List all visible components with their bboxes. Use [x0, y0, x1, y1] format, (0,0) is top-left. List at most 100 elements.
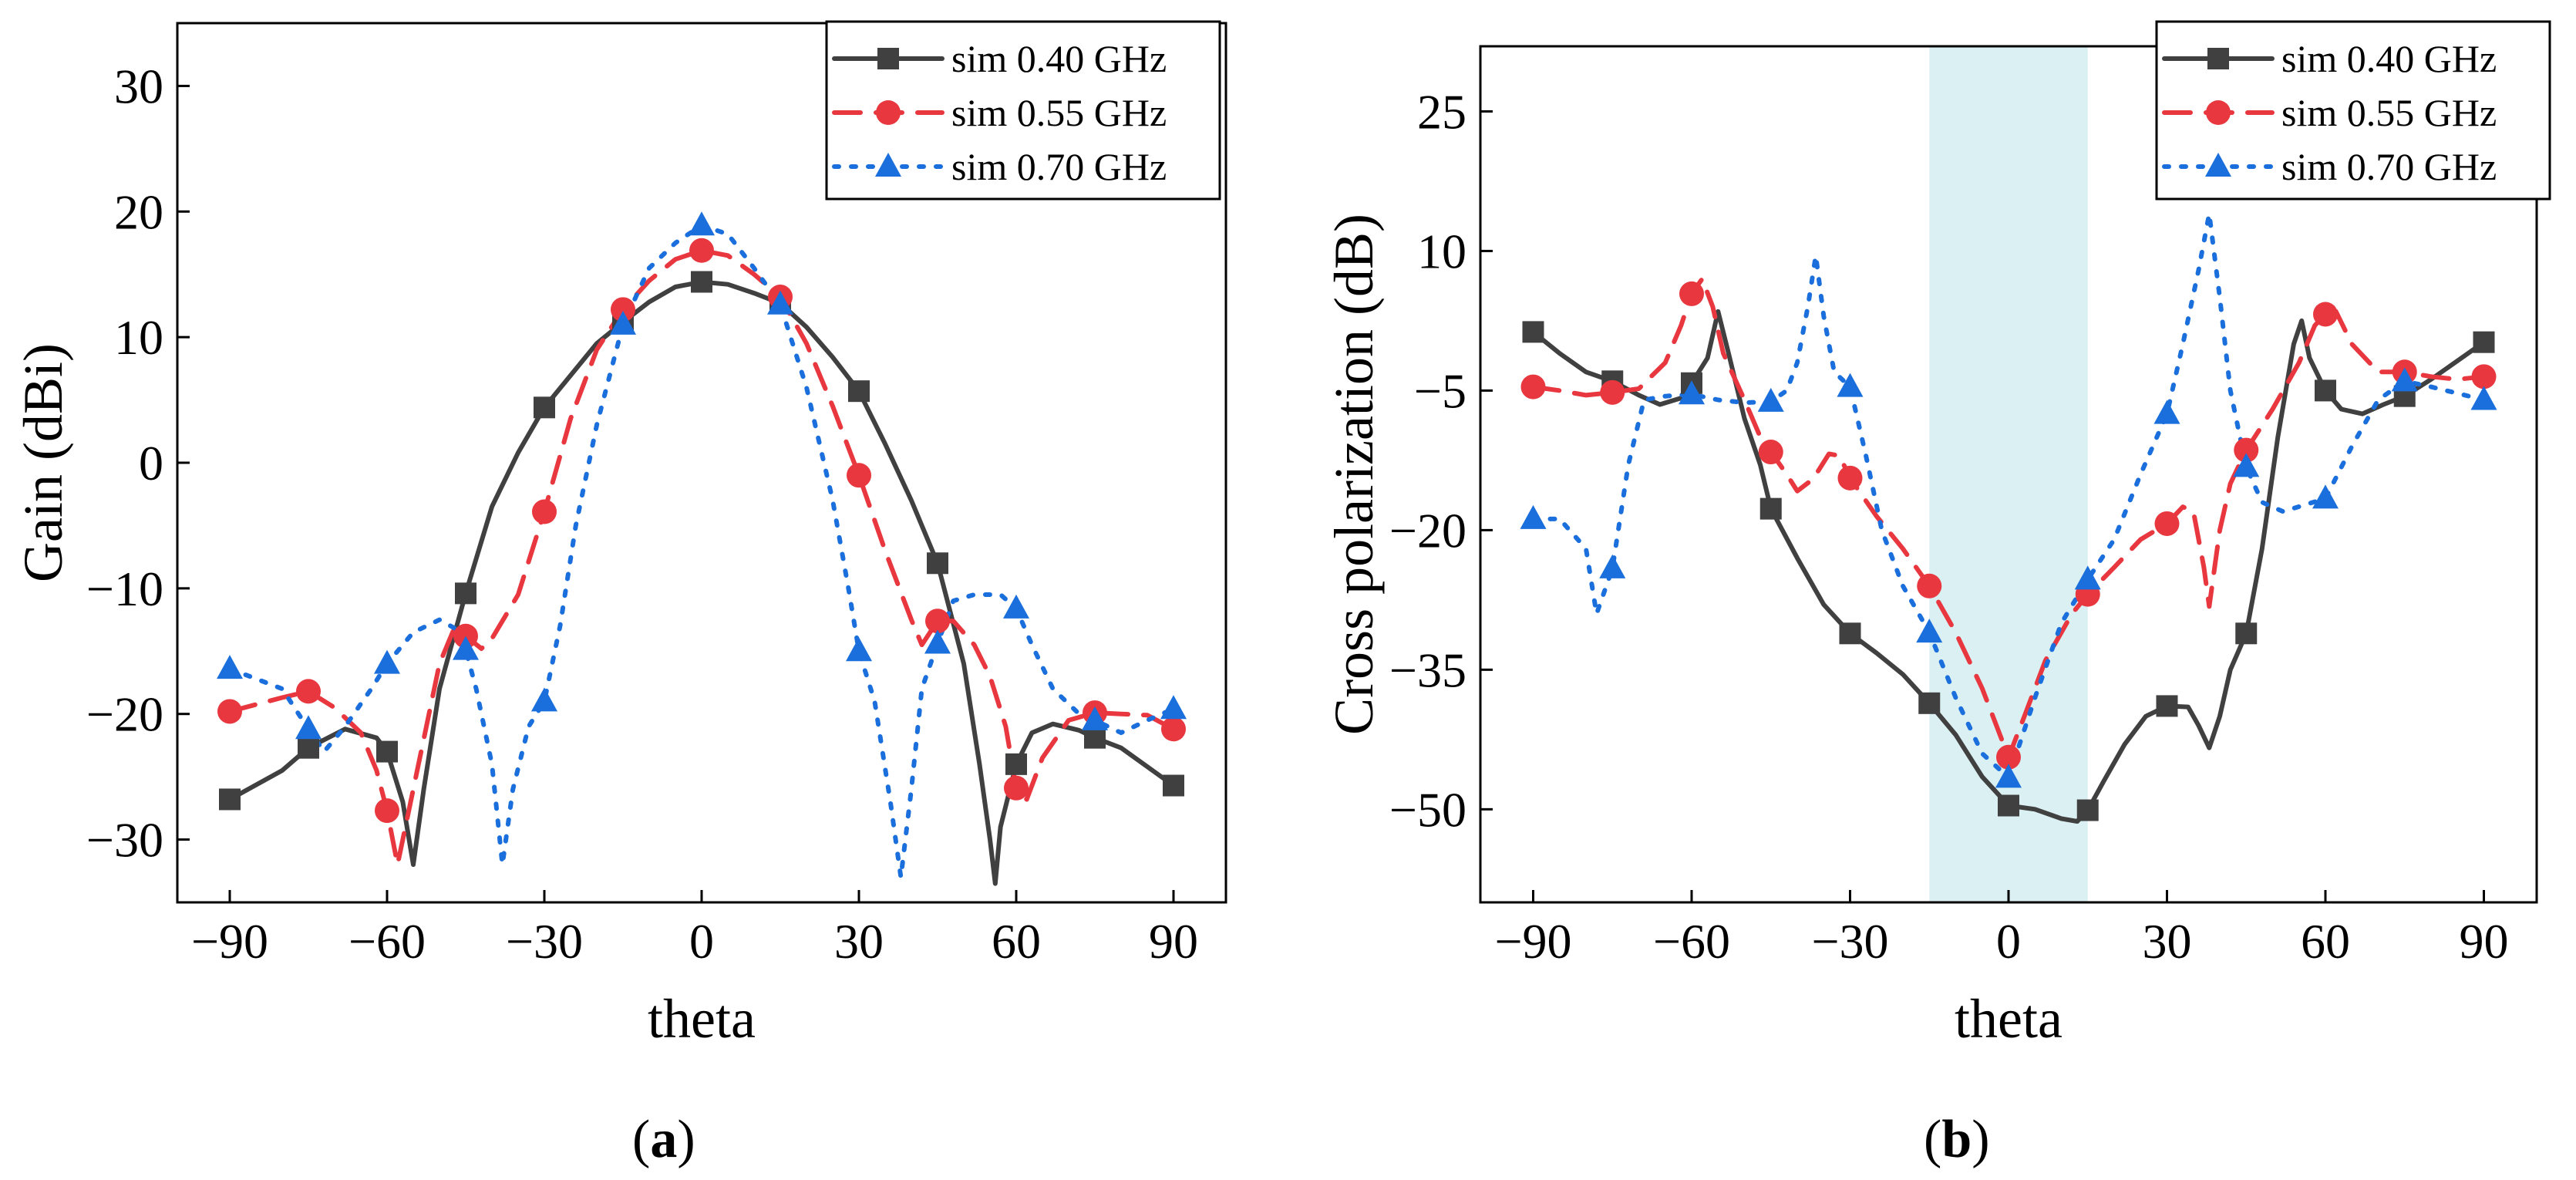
- crosspol-series-2-marker: [1758, 440, 1783, 465]
- gain-y-tick-label: −10: [86, 561, 163, 616]
- gain-series-3-marker: [1003, 594, 1029, 619]
- gain-series-1-marker: [1005, 753, 1027, 775]
- crosspol-series-line-1: [1530, 308, 2487, 824]
- crosspol-x-tick-label: −60: [1653, 914, 1730, 969]
- gain-series-line-1: [227, 279, 1176, 886]
- crosspol-legend-marker-2: [2206, 100, 2231, 125]
- gain-series-2-marker: [375, 798, 399, 824]
- crosspol-series-2-marker: [2471, 364, 2497, 389]
- gain-series-line-3: [227, 223, 1176, 880]
- crosspol-x-tick-label: 30: [2143, 914, 2192, 969]
- crosspol-x-tick-label: 60: [2301, 914, 2350, 969]
- gain-series-3-marker: [610, 310, 636, 335]
- gain-series-2-marker: [689, 238, 714, 263]
- crosspol-series-1-marker: [1839, 622, 1861, 645]
- gain-legend-label-3: sim 0.70 GHz: [951, 145, 1167, 188]
- crosspol-series-3-marker: [2233, 453, 2260, 477]
- crosspol-legend-label-3: sim 0.70 GHz: [2281, 145, 2497, 188]
- crosspol-series-3-marker: [2470, 386, 2497, 410]
- crosspol-series-3-marker: [1757, 387, 1784, 412]
- gain-x-tick-label: 60: [992, 914, 1041, 969]
- crosspol-series-2-marker: [1917, 573, 1942, 598]
- gain-series-1-marker: [219, 788, 241, 811]
- gain-series-2-marker: [925, 609, 950, 634]
- gain-x-tick-label: 30: [834, 914, 884, 969]
- crosspol-series-3-marker: [2074, 565, 2101, 590]
- gain-chart: −90 −60 −30 0 30 60 90 −30 −20 −10 0 10 20 30 theta G…: [12, 20, 1227, 1169]
- crosspol-series-2-marker: [2234, 437, 2259, 463]
- crosspol-markers-group: [1520, 281, 2497, 821]
- gain-x-tick-label: 90: [1149, 914, 1198, 969]
- gain-x-tick-label: 0: [689, 914, 714, 969]
- crosspol-series-2-marker: [1996, 744, 2021, 770]
- gain-markers-group: [217, 211, 1187, 824]
- crosspol-series-1-marker: [2235, 622, 2258, 645]
- gain-y-axis-label: Gain (dBi): [12, 343, 74, 582]
- crosspol-series-3-marker: [1599, 554, 1626, 578]
- gain-legend-marker-2: [876, 100, 901, 125]
- crosspol-series-1-marker: [1918, 692, 1941, 714]
- crosspol-axis-ticks: −90 −60 −30 0 30 60 90 −50 −35 −20 −5 10 25: [1389, 84, 2509, 969]
- crosspol-x-tick-label: 90: [2460, 914, 2509, 969]
- gain-series-3-marker: [453, 636, 479, 660]
- gain-series-group: [227, 223, 1176, 886]
- gain-legend: sim 0.40 GHz sim 0.55 GHz sim 0.70 GHz: [825, 20, 1221, 201]
- gain-y-tick-label: −20: [86, 687, 163, 742]
- gain-series-3-marker: [1160, 695, 1187, 720]
- crosspol-series-2-marker: [1679, 281, 1704, 306]
- panel-label-a: (a): [632, 1110, 695, 1169]
- crosspol-x-tick-label: −90: [1494, 914, 1571, 969]
- crosspol-series-3-marker: [1520, 504, 1547, 529]
- gain-x-tick-label: −60: [349, 914, 426, 969]
- gain-series-1-marker: [298, 737, 319, 759]
- crosspol-series-1-marker: [1998, 794, 2019, 817]
- crosspol-legend-label-2: sim 0.55 GHz: [2281, 91, 2497, 134]
- crosspol-y-tick-label: −35: [1389, 642, 1466, 697]
- gain-series-3-marker: [924, 629, 951, 654]
- crosspol-series-1-marker: [1522, 321, 1544, 343]
- gain-series-1-marker: [691, 271, 712, 293]
- gain-x-tick-label: −30: [506, 914, 583, 969]
- gain-y-tick-label: 0: [139, 436, 163, 491]
- crosspol-series-3-marker: [1995, 764, 2022, 788]
- gain-series-2-marker: [217, 699, 242, 724]
- cross-polarization-chart: −90 −60 −30 0 30 60 90 −50 −35 −20 −5 10 25 theta Cr…: [1323, 20, 2551, 1169]
- crosspol-x-tick-label: −30: [1811, 914, 1888, 969]
- crosspol-series-3-marker: [2153, 400, 2180, 424]
- crosspol-series-3-marker: [1679, 380, 1705, 405]
- gain-series-3-marker: [767, 290, 793, 315]
- crosspol-legend-marker-3: [2205, 153, 2231, 177]
- gain-series-1-marker: [455, 582, 476, 605]
- crosspol-series-1-marker: [1759, 497, 1782, 520]
- crosspol-x-axis-label: theta: [1955, 988, 2062, 1050]
- gain-series-2-marker: [847, 463, 871, 488]
- gain-legend-marker-3: [875, 153, 901, 177]
- gain-series-3-marker: [295, 715, 322, 740]
- gain-series-2-marker: [532, 499, 557, 524]
- gain-series-3-marker: [846, 637, 872, 662]
- gain-legend-marker-1: [877, 48, 899, 69]
- crosspol-series-1-marker: [2156, 695, 2178, 717]
- gain-series-3-marker: [531, 687, 557, 712]
- gain-series-1-marker: [376, 740, 398, 763]
- crosspol-series-1-marker: [2076, 799, 2099, 821]
- crosspol-x-tick-label: 0: [1996, 914, 2021, 969]
- gain-y-tick-label: −30: [86, 813, 163, 868]
- gain-y-tick-label: 20: [114, 184, 163, 239]
- gain-series-3-marker: [689, 211, 715, 236]
- gain-x-axis-label: theta: [648, 988, 756, 1050]
- crosspol-y-tick-label: −50: [1389, 782, 1466, 837]
- crosspol-y-axis-label: Cross polarization (dB): [1323, 214, 1385, 735]
- crosspol-series-3-marker: [2312, 484, 2339, 509]
- gain-series-2-marker: [1161, 716, 1186, 742]
- panel-label-b: (b): [1924, 1110, 1990, 1169]
- crosspol-series-1-marker: [2473, 331, 2495, 353]
- gain-legend-label-2: sim 0.55 GHz: [951, 91, 1167, 134]
- crosspol-series-2-marker: [2313, 302, 2338, 327]
- crosspol-y-tick-label: −5: [1414, 363, 1466, 418]
- crosspol-series-2-marker: [1520, 374, 1546, 400]
- gain-series-3-marker: [1082, 706, 1108, 730]
- crosspol-y-tick-label: −20: [1389, 503, 1466, 558]
- crosspol-series-3-marker: [1837, 373, 1864, 397]
